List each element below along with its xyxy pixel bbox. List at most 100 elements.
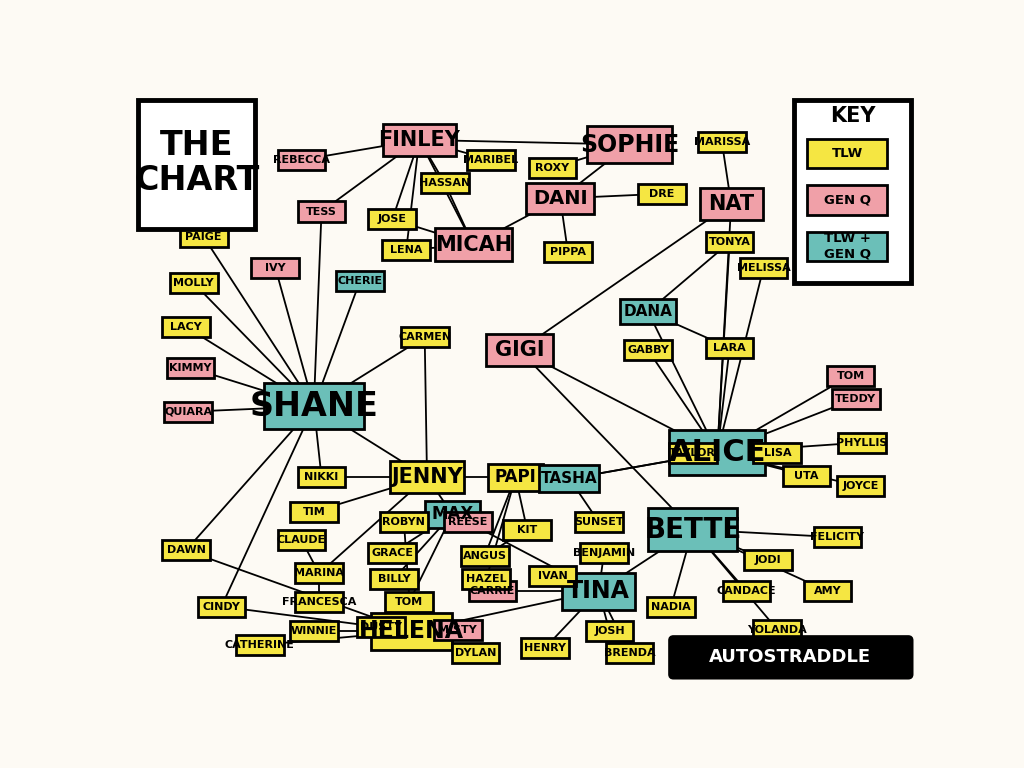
Text: ROBYN: ROBYN [383,517,425,527]
Text: JENNY: JENNY [391,467,463,487]
Text: CINDY: CINDY [203,601,241,611]
Text: PHYLLIS: PHYLLIS [837,438,888,448]
FancyBboxPatch shape [385,592,433,612]
FancyBboxPatch shape [298,201,345,221]
FancyBboxPatch shape [380,511,428,531]
FancyBboxPatch shape [581,543,628,563]
FancyBboxPatch shape [278,150,326,170]
Text: UTA: UTA [795,471,819,481]
Text: KEY: KEY [830,106,876,126]
Text: AUTOSTRADDLE: AUTOSTRADDLE [710,648,871,667]
FancyBboxPatch shape [264,383,364,429]
FancyBboxPatch shape [461,546,509,566]
FancyBboxPatch shape [278,530,326,551]
FancyBboxPatch shape [807,231,888,261]
FancyBboxPatch shape [162,541,210,561]
FancyBboxPatch shape [295,592,343,612]
FancyBboxPatch shape [782,465,830,485]
Text: ROXY: ROXY [536,163,569,173]
FancyBboxPatch shape [336,271,384,291]
FancyBboxPatch shape [435,228,512,261]
FancyBboxPatch shape [162,317,210,337]
FancyBboxPatch shape [586,621,634,641]
Text: LACY: LACY [170,322,202,332]
FancyBboxPatch shape [290,621,338,641]
Text: FINLEY: FINLEY [379,130,460,150]
Text: DANI: DANI [532,189,588,208]
Text: SHANE: SHANE [250,390,378,423]
Text: CANDACE: CANDACE [717,586,776,596]
FancyBboxPatch shape [706,338,754,358]
Text: FRANCESCA: FRANCESCA [282,597,356,607]
FancyBboxPatch shape [170,273,217,293]
FancyBboxPatch shape [180,227,227,247]
FancyBboxPatch shape [837,476,885,496]
Text: YOLANDA: YOLANDA [748,624,807,634]
FancyBboxPatch shape [503,519,551,540]
Text: TLW +
GEN Q: TLW + GEN Q [823,232,870,260]
FancyBboxPatch shape [739,258,787,278]
FancyBboxPatch shape [369,209,416,229]
Text: DYLAN: DYLAN [455,647,497,657]
FancyBboxPatch shape [648,508,737,551]
FancyBboxPatch shape [605,643,653,663]
Text: CATHERINE: CATHERINE [225,640,295,650]
FancyBboxPatch shape [521,638,568,658]
Text: ANGUS: ANGUS [463,551,507,561]
FancyBboxPatch shape [371,613,452,650]
Text: LISA: LISA [764,448,792,458]
FancyBboxPatch shape [167,358,214,378]
Text: MARISSA: MARISSA [694,137,750,147]
FancyBboxPatch shape [290,502,338,521]
Text: MISTY: MISTY [438,624,477,634]
FancyBboxPatch shape [625,340,672,360]
FancyBboxPatch shape [804,581,851,601]
Text: IVY: IVY [265,263,286,273]
Text: FELICITY: FELICITY [810,532,864,542]
FancyBboxPatch shape [383,124,456,156]
FancyBboxPatch shape [754,620,801,640]
Text: HASSAN: HASSAN [419,178,470,188]
FancyBboxPatch shape [669,442,717,462]
Text: BENJAMIN: BENJAMIN [573,548,635,558]
Text: TAYLOR: TAYLOR [670,448,716,458]
FancyBboxPatch shape [463,569,510,589]
Text: CARMEN: CARMEN [398,332,452,342]
Text: TIM: TIM [302,507,326,517]
FancyBboxPatch shape [826,366,874,386]
Text: PIPPA: PIPPA [550,247,586,257]
FancyBboxPatch shape [562,573,635,610]
Text: NAT: NAT [709,194,755,214]
Text: LARA: LARA [714,343,746,353]
Text: KIT: KIT [517,525,538,535]
Text: GEN Q: GEN Q [823,194,870,207]
Text: TOM: TOM [395,597,423,607]
FancyBboxPatch shape [382,240,430,260]
FancyBboxPatch shape [669,430,765,475]
Text: THE
CHART: THE CHART [134,129,259,197]
FancyBboxPatch shape [237,635,284,655]
FancyBboxPatch shape [487,464,544,491]
FancyBboxPatch shape [833,389,880,409]
FancyBboxPatch shape [295,564,343,584]
FancyBboxPatch shape [544,243,592,263]
FancyBboxPatch shape [839,432,886,452]
Text: LENA: LENA [390,245,423,255]
Text: MELISSA: MELISSA [736,263,791,273]
Text: MARINA: MARINA [294,568,344,578]
FancyBboxPatch shape [813,527,861,548]
FancyBboxPatch shape [138,100,255,229]
FancyBboxPatch shape [670,637,912,678]
Text: IVAN: IVAN [538,571,567,581]
Text: ALICE: ALICE [669,438,766,467]
FancyBboxPatch shape [252,258,299,278]
Text: HENRY: HENRY [524,643,566,653]
FancyBboxPatch shape [540,465,599,492]
Text: PAPI: PAPI [495,468,537,486]
Text: HELENA: HELENA [359,619,464,643]
FancyBboxPatch shape [807,185,888,214]
FancyBboxPatch shape [298,467,345,487]
FancyBboxPatch shape [390,461,464,493]
FancyBboxPatch shape [744,551,792,571]
Text: QUIARA: QUIARA [164,407,212,417]
